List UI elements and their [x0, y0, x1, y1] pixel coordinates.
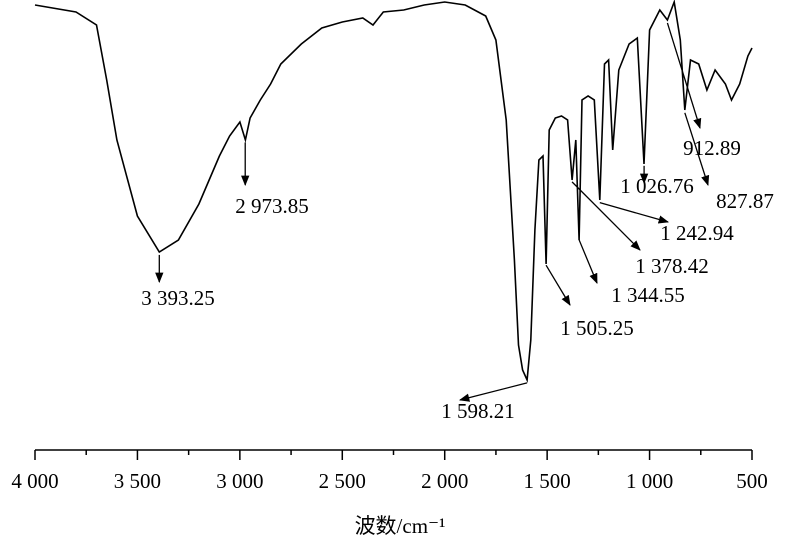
- annotation-label: 912.89: [683, 136, 741, 160]
- annotation-label: 1 378.42: [635, 254, 709, 278]
- x-tick-label: 1 000: [626, 469, 673, 493]
- annotation-arrow: [684, 112, 710, 186]
- x-tick-label: 2 000: [421, 469, 468, 493]
- annotation-arrow: [458, 382, 528, 402]
- x-tick-label: 4 000: [11, 469, 58, 493]
- annotation-label: 1 598.21: [441, 399, 515, 423]
- annotation-arrow: [578, 239, 598, 284]
- x-tick-label: 1 500: [524, 469, 571, 493]
- x-tick-label: 3 000: [216, 469, 263, 493]
- annotation-arrow: [545, 264, 571, 306]
- annotation-label: 2 973.85: [235, 194, 309, 218]
- x-tick-label: 2 500: [319, 469, 366, 493]
- annotation-arrow: [599, 202, 670, 224]
- x-axis-label: 波数/cm⁻¹: [355, 514, 446, 538]
- x-tick-label: 500: [736, 469, 768, 493]
- annotation-arrow: [571, 181, 641, 251]
- annotation-label: 1 344.55: [611, 283, 685, 307]
- annotation-arrow: [666, 22, 702, 129]
- annotation-label: 827.87: [716, 189, 774, 213]
- annotation-label: 1 505.25: [560, 316, 634, 340]
- annotation-label: 3 393.25: [141, 286, 215, 310]
- x-tick-label: 3 500: [114, 469, 161, 493]
- annotation-label: 1 242.94: [660, 221, 734, 245]
- annotation-label: 1 026.76: [620, 174, 694, 198]
- spectrum-line: [34, 0, 753, 384]
